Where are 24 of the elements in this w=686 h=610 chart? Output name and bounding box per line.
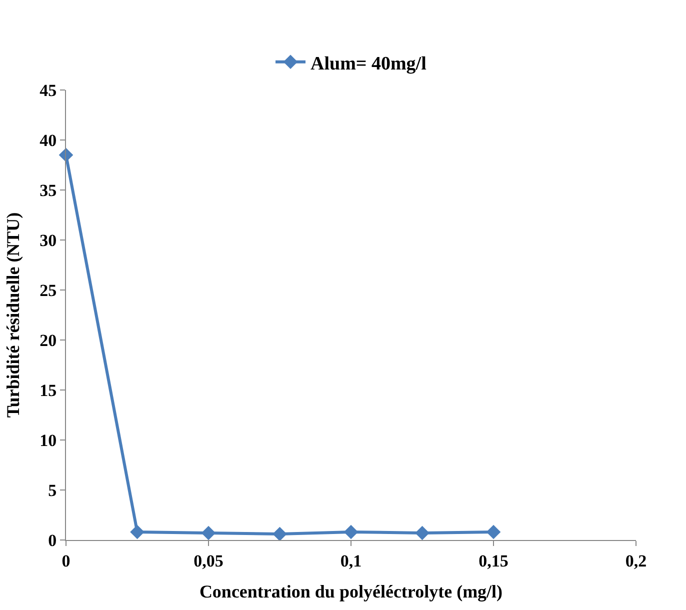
x-tick-label: 0,15: [478, 551, 508, 570]
point: [272, 526, 287, 542]
point: [486, 524, 501, 540]
y-tick-label: 10: [40, 430, 57, 450]
x-tick-label: 0,1: [340, 551, 362, 570]
x-tick-label: 0,05: [194, 551, 224, 570]
y-tick-label: 5: [48, 480, 57, 500]
x-axis-title: Concentration du polyéléctrolyte (mg/l): [199, 582, 503, 602]
y-axis-title: Turbidité résiduelle (NTU): [2, 212, 23, 418]
y-tick-label: 45: [40, 80, 57, 100]
y-tick-label: 15: [40, 380, 57, 400]
x-tick-label: 0,2: [625, 551, 647, 570]
point: [201, 526, 216, 540]
point: [130, 524, 144, 540]
y-tick-label: 0: [48, 530, 57, 550]
legend-label: Alum= 40mg/l: [310, 53, 426, 74]
point: [344, 524, 358, 540]
y-tick-label: 20: [40, 330, 57, 350]
y-tick-label: 25: [40, 280, 57, 300]
y-tick-label: 40: [40, 130, 57, 150]
point: [415, 526, 430, 540]
y-tick-label: 35: [40, 180, 57, 200]
x-tick-label: 0: [62, 551, 70, 570]
y-tick-label: 30: [40, 230, 57, 250]
